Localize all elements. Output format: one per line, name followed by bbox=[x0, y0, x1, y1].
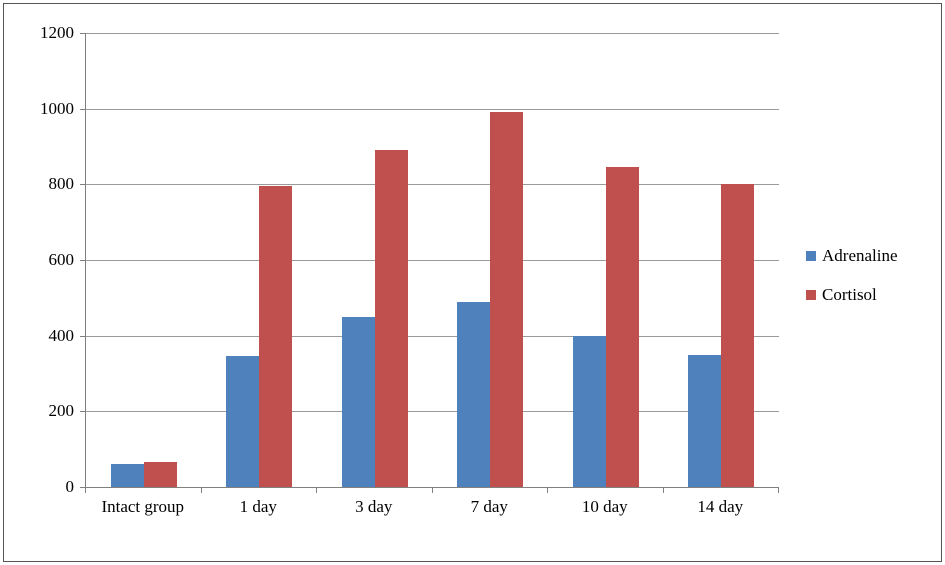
x-axis-tick-mark bbox=[85, 488, 86, 493]
gridline bbox=[86, 335, 779, 337]
y-axis-tick-label: 600 bbox=[48, 250, 75, 269]
x-axis-tick-mark bbox=[316, 488, 317, 493]
x-axis-tick-mark bbox=[431, 488, 433, 493]
x-axis-tick-mark bbox=[662, 488, 664, 493]
y-axis-tick-mark bbox=[80, 335, 85, 337]
gridline bbox=[86, 108, 779, 110]
bar-adrenaline-intact-group bbox=[110, 464, 144, 487]
gridline bbox=[86, 260, 779, 261]
x-axis-category-label: 10 day bbox=[581, 497, 628, 516]
bar-group-1-day bbox=[202, 33, 318, 487]
bar-cortisol-3-day bbox=[374, 150, 408, 487]
x-axis-tick-mark bbox=[778, 488, 779, 493]
y-axis-tick-label: 0 bbox=[65, 477, 75, 496]
x-axis-category-label: Intact group bbox=[101, 497, 185, 516]
gridline bbox=[86, 184, 779, 186]
y-axis-tick-mark bbox=[80, 260, 85, 261]
bar-adrenaline-3-day bbox=[341, 316, 375, 487]
legend-label-adrenaline: Adrenaline bbox=[822, 246, 898, 265]
x-axis-category-label: 1 day bbox=[239, 497, 277, 516]
bar-cortisol-1-day bbox=[259, 186, 293, 487]
y-axis-tick-mark bbox=[80, 411, 85, 413]
bars-layer bbox=[86, 33, 779, 487]
y-axis-tick-label: 400 bbox=[48, 325, 75, 345]
bar-group-3-day bbox=[317, 33, 433, 487]
legend-item-adrenaline: Adrenaline bbox=[806, 246, 898, 266]
gridline bbox=[86, 33, 779, 34]
bar-group-10-day bbox=[548, 33, 664, 487]
legend-item-cortisol: Cortisol bbox=[806, 285, 898, 305]
gridline bbox=[86, 411, 779, 413]
x-axis-tick-mark bbox=[547, 488, 548, 493]
bar-adrenaline-7-day bbox=[457, 301, 491, 487]
y-axis-tick-mark bbox=[80, 108, 85, 110]
bar-cortisol-10-day bbox=[605, 167, 639, 487]
x-axis-tick-mark bbox=[200, 488, 202, 493]
bar-adrenaline-14-day bbox=[688, 354, 722, 487]
y-axis-tick-label: 1000 bbox=[40, 98, 74, 118]
bar-cortisol-14-day bbox=[721, 184, 755, 487]
bar-adrenaline-10-day bbox=[572, 335, 606, 487]
bar-group-intact-group bbox=[86, 33, 202, 487]
x-axis-category-label: 7 day bbox=[470, 497, 508, 516]
legend-label-cortisol: Cortisol bbox=[822, 285, 877, 304]
bar-adrenaline-1-day bbox=[226, 356, 260, 487]
x-axis-category-label: 3 day bbox=[355, 497, 393, 516]
legend: Adrenaline Cortisol bbox=[806, 246, 898, 324]
bar-cortisol-7-day bbox=[490, 112, 524, 487]
x-axis: Intact group 1 day 3 day 7 day 10 day 14 day bbox=[85, 497, 778, 517]
legend-swatch-cortisol bbox=[806, 290, 816, 300]
y-axis-tick-label: 1200 bbox=[40, 23, 74, 42]
x-axis-category-label: 14 day bbox=[697, 497, 744, 516]
legend-swatch-adrenaline bbox=[806, 251, 816, 261]
y-axis-tick-label: 200 bbox=[48, 401, 75, 421]
y-axis-tick-mark bbox=[80, 487, 85, 488]
y-axis-tick-mark bbox=[80, 184, 85, 186]
bar-cortisol-intact-group bbox=[143, 462, 177, 487]
y-axis-tick-mark bbox=[80, 33, 85, 34]
plot-area bbox=[85, 33, 779, 488]
y-axis-tick-label: 800 bbox=[48, 174, 75, 194]
bar-group-14-day bbox=[664, 33, 780, 487]
bar-group-7-day bbox=[433, 33, 549, 487]
